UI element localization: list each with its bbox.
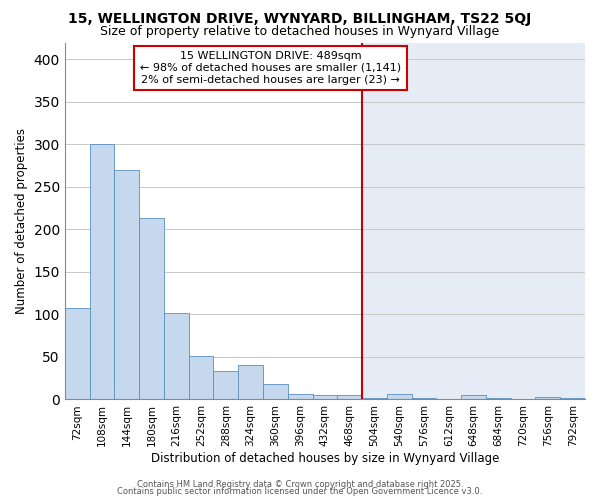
Bar [139, 218, 164, 400]
Bar [412, 398, 436, 400]
Text: 15, WELLINGTON DRIVE, WYNYARD, BILLINGHAM, TS22 5QJ: 15, WELLINGTON DRIVE, WYNYARD, BILLINGHA… [68, 12, 532, 26]
Bar [288, 394, 313, 400]
X-axis label: Distribution of detached houses by size in Wynyard Village: Distribution of detached houses by size … [151, 452, 499, 465]
Text: Contains HM Land Registry data © Crown copyright and database right 2025.: Contains HM Land Registry data © Crown c… [137, 480, 463, 489]
Bar [387, 394, 412, 400]
Bar [238, 364, 263, 400]
Bar [486, 398, 511, 400]
Text: 15 WELLINGTON DRIVE: 489sqm
← 98% of detached houses are smaller (1,141)
2% of s: 15 WELLINGTON DRIVE: 489sqm ← 98% of det… [140, 52, 401, 84]
Bar [65, 42, 362, 400]
Bar [115, 170, 139, 400]
Bar [313, 395, 337, 400]
Text: Contains public sector information licensed under the Open Government Licence v3: Contains public sector information licen… [118, 487, 482, 496]
Bar [214, 372, 238, 400]
Bar [362, 42, 585, 400]
Bar [560, 398, 585, 400]
Text: Size of property relative to detached houses in Wynyard Village: Size of property relative to detached ho… [100, 25, 500, 38]
Bar [164, 313, 188, 400]
Bar [337, 395, 362, 400]
Bar [65, 308, 89, 400]
Bar [89, 144, 115, 400]
Bar [362, 398, 387, 400]
Bar [461, 395, 486, 400]
Y-axis label: Number of detached properties: Number of detached properties [15, 128, 28, 314]
Bar [535, 397, 560, 400]
Bar [263, 384, 288, 400]
Bar [188, 356, 214, 400]
